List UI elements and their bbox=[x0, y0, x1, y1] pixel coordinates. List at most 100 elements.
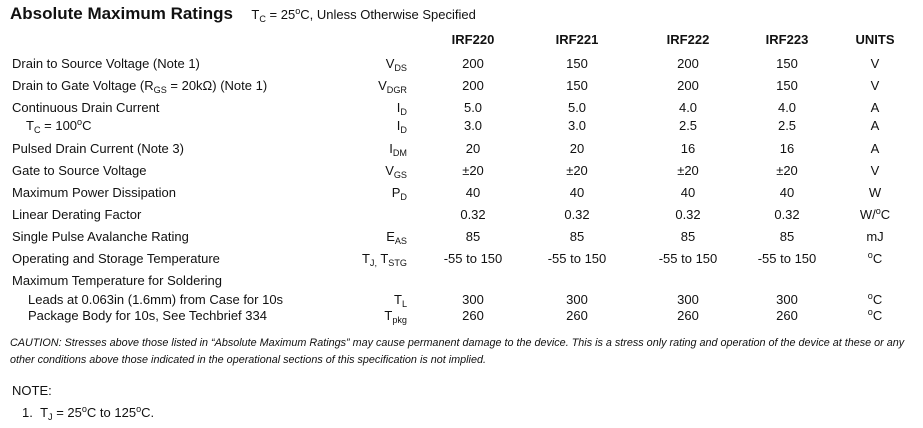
table-row: Maximum Power Dissipation...............… bbox=[0, 183, 923, 205]
parameter-label: TC = 100oC bbox=[26, 118, 94, 133]
column-header: IRF220 bbox=[451, 32, 495, 47]
value-cell: 260 bbox=[677, 308, 699, 323]
parameter-cell: Maximum Temperature for Soldering bbox=[12, 273, 408, 288]
parameter-text: Gate to Source Voltage bbox=[12, 163, 147, 178]
value-cell: 40 bbox=[465, 185, 481, 200]
parameter-cell: Package Body for 10s, See Techbrief 334.… bbox=[28, 308, 408, 323]
symbol-cell: IDM bbox=[387, 141, 407, 158]
value-cell: 300 bbox=[566, 292, 588, 307]
parameter-cell: Operating and Storage Temperature.......… bbox=[12, 251, 408, 266]
symbol: I bbox=[396, 118, 401, 133]
column-header: UNITS bbox=[855, 32, 895, 47]
value-cell: 0.32 bbox=[564, 207, 590, 222]
unit-superscript: o bbox=[875, 206, 881, 216]
value-cell: 300 bbox=[776, 292, 798, 307]
value-cell: ±20 bbox=[462, 163, 484, 178]
table-row: Package Body for 10s, See Techbrief 334.… bbox=[0, 306, 923, 328]
unit-text: V bbox=[870, 163, 880, 178]
parameter-cell: Drain to Source Voltage (Note 1)........… bbox=[12, 56, 408, 71]
table-row: Gate to Source Voltage..................… bbox=[0, 161, 923, 183]
value-cell: 200 bbox=[462, 56, 484, 71]
symbol-subscript: J, bbox=[369, 258, 377, 268]
value-cell: 3.0 bbox=[463, 118, 483, 133]
value-cell: 85 bbox=[680, 229, 696, 244]
parameter-text: Package Body for 10s, See Techbrief 334 bbox=[28, 308, 267, 323]
note-heading: NOTE: bbox=[12, 383, 52, 398]
value-cell: 260 bbox=[462, 308, 484, 323]
symbol-cell: VDS bbox=[383, 56, 407, 73]
symbol: P bbox=[391, 185, 401, 200]
value-cell: -55 to 150 bbox=[658, 251, 718, 266]
caution-text: CAUTION: Stresses above those listed in … bbox=[10, 337, 905, 366]
parameter-label: Package Body for 10s, See Techbrief 334 bbox=[28, 308, 269, 323]
parameter-label: Drain to Source Voltage (Note 1) bbox=[12, 56, 202, 71]
unit-cell: A bbox=[871, 141, 880, 156]
unit-text: A bbox=[870, 100, 880, 115]
value-cell: 40 bbox=[680, 185, 696, 200]
unit-superscript: o bbox=[867, 307, 873, 317]
table-row: TC = 100oC..............................… bbox=[0, 116, 923, 138]
parameter-label: Operating and Storage Temperature bbox=[12, 251, 222, 266]
value-cell: 200 bbox=[677, 78, 699, 93]
test-condition: TC = 25oC, Unless Otherwise Specified bbox=[251, 6, 476, 24]
parameter-label: Drain to Gate Voltage (RGS = 20kΩ) (Note… bbox=[12, 78, 270, 93]
unit-cell: A bbox=[871, 118, 880, 133]
unit-text: V bbox=[870, 78, 880, 93]
column-header: IRF223 bbox=[765, 32, 809, 47]
unit-text-end: C bbox=[872, 251, 883, 266]
value-cell: 16 bbox=[779, 141, 795, 156]
parameter-label: Pulsed Drain Current (Note 3) bbox=[12, 141, 186, 156]
value-cell: 40 bbox=[569, 185, 585, 200]
column-header: IRF222 bbox=[666, 32, 710, 47]
value-cell: 16 bbox=[680, 141, 696, 156]
unit-text-end: C bbox=[872, 292, 883, 307]
unit-cell: A bbox=[871, 100, 880, 115]
parameter-text: Drain to Gate Voltage (R bbox=[12, 78, 154, 93]
unit-cell: oC bbox=[868, 291, 883, 307]
value-cell: 5.0 bbox=[463, 100, 483, 115]
parameter-subscript: GS bbox=[153, 85, 167, 93]
symbol-subscript: D bbox=[400, 107, 407, 117]
symbol-cell: ID bbox=[394, 118, 407, 135]
parameter-cell: Maximum Power Dissipation...............… bbox=[12, 185, 408, 200]
parameter-text-rest: = 100 bbox=[40, 118, 78, 133]
symbol: V bbox=[378, 78, 387, 93]
value-cell: 5.0 bbox=[567, 100, 587, 115]
unit-text-end: C bbox=[872, 308, 883, 323]
parameter-subscript: C bbox=[33, 125, 41, 133]
value-cell: 40 bbox=[779, 185, 795, 200]
value-cell: 150 bbox=[776, 56, 798, 71]
table-row: Linear Derating Factor..................… bbox=[0, 205, 923, 227]
column-header: IRF221 bbox=[555, 32, 599, 47]
parameter-label: Single Pulse Avalanche Rating bbox=[12, 229, 191, 244]
unit-cell: mJ bbox=[866, 229, 883, 244]
parameter-text: Drain to Source Voltage (Note 1) bbox=[12, 56, 200, 71]
value-cell: 200 bbox=[677, 56, 699, 71]
value-cell: 0.32 bbox=[460, 207, 486, 222]
unit-text: A bbox=[870, 118, 880, 133]
parameter-label: Maximum Temperature for Soldering bbox=[12, 273, 225, 288]
parameter-text: Operating and Storage Temperature bbox=[12, 251, 220, 266]
unit-cell: W bbox=[869, 185, 881, 200]
unit-cell: oC bbox=[867, 250, 883, 266]
value-cell: 20 bbox=[465, 141, 481, 156]
value-cell: 85 bbox=[465, 229, 481, 244]
parameter-text: Maximum Temperature for Soldering bbox=[12, 273, 223, 288]
unit-cell: oC bbox=[867, 307, 883, 323]
unit-superscript: o bbox=[867, 250, 873, 260]
symbol: T bbox=[393, 292, 402, 307]
symbol-2: T bbox=[376, 251, 389, 266]
parameter-text: Maximum Power Dissipation bbox=[12, 185, 176, 200]
value-cell: 3.0 bbox=[567, 118, 587, 133]
value-cell: 4.0 bbox=[777, 100, 797, 115]
unit-text: W bbox=[868, 185, 882, 200]
parameter-text-end: C bbox=[82, 118, 92, 133]
symbol-cell: TL bbox=[391, 292, 407, 309]
unit-text: W/ bbox=[859, 207, 876, 222]
parameter-cell: Drain to Gate Voltage (RGS = 20kΩ) (Note… bbox=[12, 78, 408, 93]
value-cell: 260 bbox=[776, 308, 798, 323]
parameter-cell: Pulsed Drain Current (Note 3)...........… bbox=[12, 141, 408, 156]
parameter-cell: Leads at 0.063in (1.6mm) from Case for 1… bbox=[28, 292, 408, 307]
unit-text: A bbox=[870, 141, 880, 156]
note-1: 1. TJ = 25oC to 125oC. bbox=[22, 404, 155, 422]
